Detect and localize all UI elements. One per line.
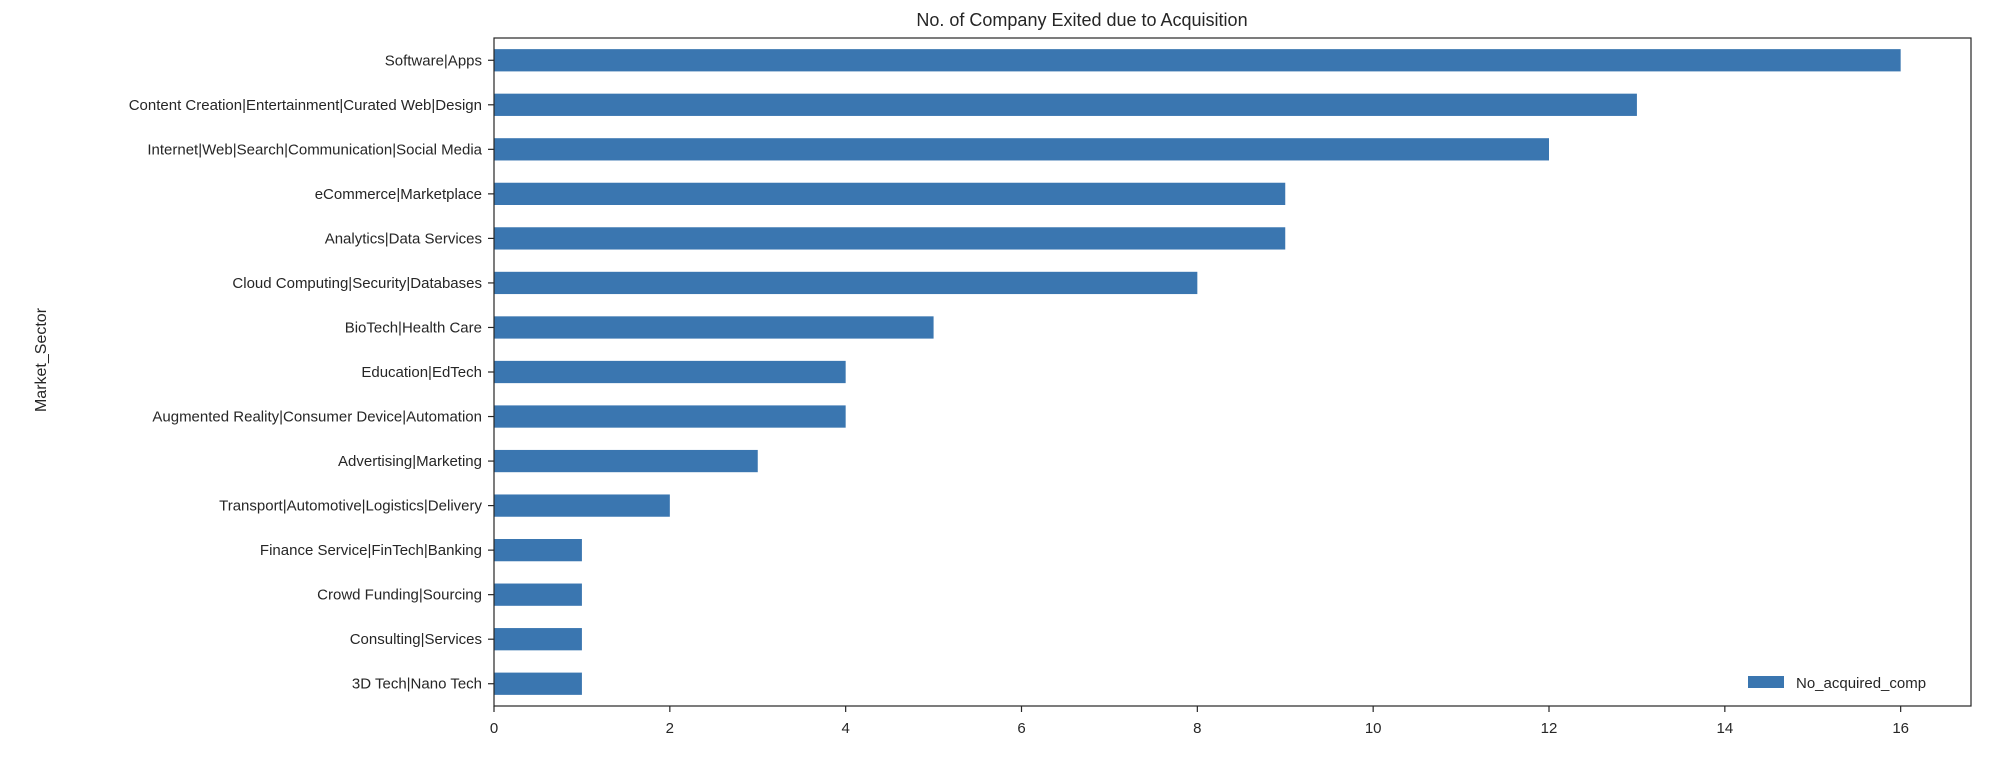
- bar: [494, 672, 582, 695]
- y-tick-label: Crowd Funding|Sourcing: [317, 587, 482, 604]
- bar: [494, 494, 670, 517]
- x-tick-label: 0: [490, 720, 498, 737]
- bar: [494, 360, 846, 384]
- bar: [494, 182, 1286, 205]
- bar: [494, 449, 758, 473]
- chart-title: No. of Company Exited due to Acquisition: [916, 10, 1247, 30]
- y-tick-label: Finance Service|FinTech|Banking: [260, 542, 482, 559]
- y-tick-label: Software|Apps: [385, 52, 482, 69]
- x-tick-label: 16: [1892, 720, 1909, 737]
- x-tick-label: 14: [1716, 720, 1733, 737]
- x-tick-label: 10: [1365, 720, 1382, 737]
- y-tick-label: Transport|Automotive|Logistics|Delivery: [219, 498, 482, 515]
- y-tick-label: Cloud Computing|Security|Databases: [232, 275, 482, 292]
- bar: [494, 405, 846, 428]
- y-tick-label: Consulting|Services: [350, 631, 482, 648]
- legend: No_acquired_comp: [1748, 675, 1926, 692]
- bar: [494, 583, 582, 606]
- y-tick-label: Advertising|Marketing: [338, 453, 482, 470]
- x-ticks: 0 2 4 6 8 10 12 14 16: [490, 706, 1909, 737]
- y-tick-label: Augmented Reality|Consumer Device|Automa…: [152, 409, 482, 426]
- bar: [494, 628, 582, 651]
- y-tick-label: eCommerce|Marketplace: [315, 186, 482, 203]
- bar: [494, 271, 1198, 295]
- y-ticks: Software|Apps Content Creation|Entertainm…: [129, 52, 494, 693]
- bar: [494, 93, 1637, 116]
- x-tick-label: 6: [1017, 720, 1025, 737]
- legend-swatch: [1748, 676, 1784, 688]
- x-tick-label: 2: [666, 720, 674, 737]
- bar: [494, 49, 1901, 72]
- bars-layer: [494, 49, 1901, 695]
- x-tick-label: 4: [841, 720, 849, 737]
- y-tick-label: Internet|Web|Search|Communication|Social…: [147, 141, 482, 158]
- bar: [494, 227, 1286, 250]
- y-tick-label: Education|EdTech: [361, 364, 482, 381]
- bar: [494, 539, 582, 562]
- bar: [494, 316, 934, 339]
- y-tick-label: Analytics|Data Services: [325, 230, 482, 247]
- y-tick-label: 3D Tech|Nano Tech: [352, 676, 482, 693]
- legend-label: No_acquired_comp: [1796, 675, 1926, 692]
- y-axis-label: Market_Sector: [33, 307, 50, 412]
- bar: [494, 138, 1549, 161]
- y-tick-label: BioTech|Health Care: [345, 319, 482, 336]
- y-tick-label: Content Creation|Entertainment|Curated W…: [129, 97, 482, 114]
- x-tick-label: 12: [1541, 720, 1558, 737]
- plot-frame: [493, 37, 1972, 707]
- x-tick-label: 8: [1193, 720, 1201, 737]
